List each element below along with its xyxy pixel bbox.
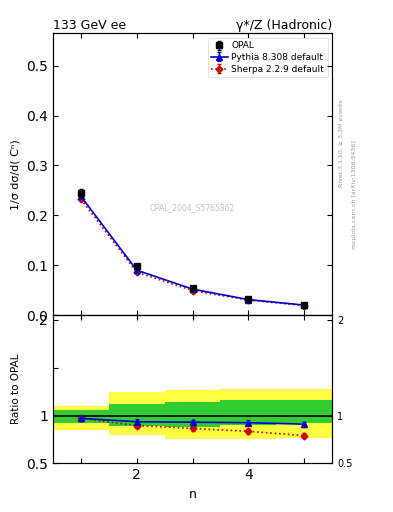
Legend: OPAL, Pythia 8.308 default, Sherpa 2.2.9 default: OPAL, Pythia 8.308 default, Sherpa 2.2.9… (208, 38, 328, 77)
Text: 133 GeV ee: 133 GeV ee (53, 19, 126, 32)
X-axis label: n: n (189, 488, 196, 501)
Y-axis label: Ratio to OPAL: Ratio to OPAL (11, 354, 21, 424)
Text: γ*/Z (Hadronic): γ*/Z (Hadronic) (236, 19, 332, 32)
Text: mcplots.cern.ch [arXiv:1306.3436]: mcplots.cern.ch [arXiv:1306.3436] (352, 140, 357, 249)
Text: Rivet 3.1.10, ≥ 3.3M events: Rivet 3.1.10, ≥ 3.3M events (339, 99, 344, 187)
Text: OPAL_2004_S5765862: OPAL_2004_S5765862 (150, 203, 235, 212)
Y-axis label: 1/σ dσ/d( Cⁿ): 1/σ dσ/d( Cⁿ) (11, 139, 21, 209)
